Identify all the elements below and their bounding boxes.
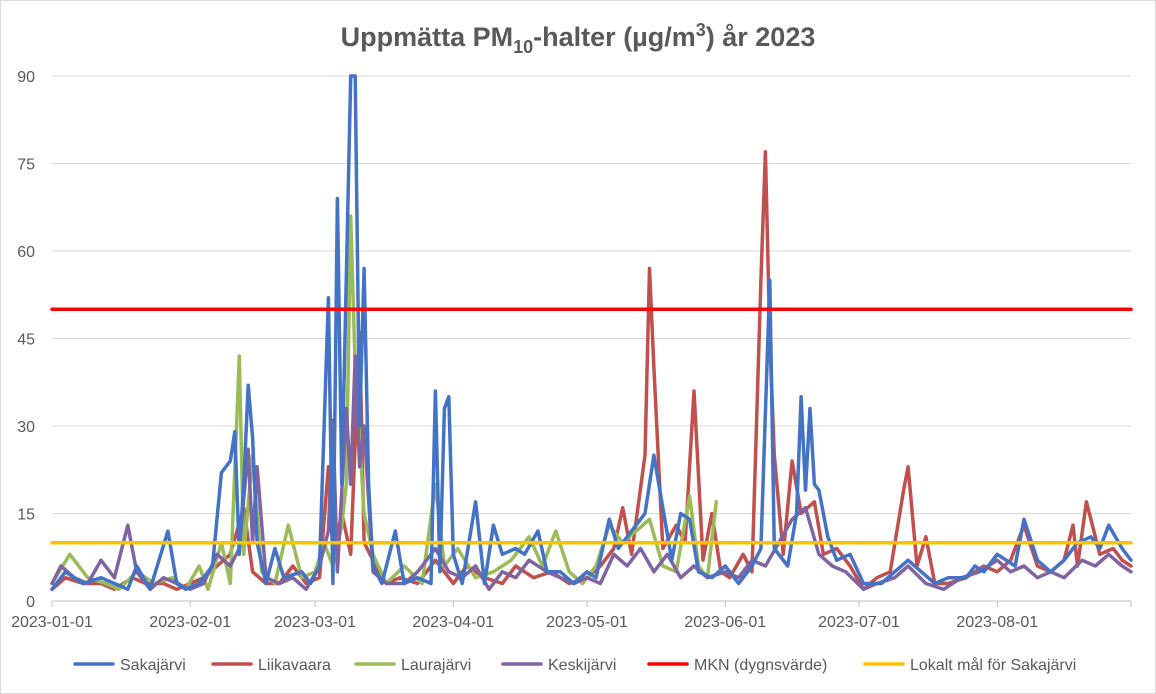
x-tick-label: 2023-03-01 xyxy=(274,614,356,631)
x-tick-label: 2023-07-01 xyxy=(818,614,900,631)
legend-label-lokalt-mal-for-sakajarvi: Lokalt mål för Sakajärvi xyxy=(910,656,1076,674)
series-line-liikavaara xyxy=(50,150,1133,592)
x-tick-label: 2023-08-01 xyxy=(956,614,1038,631)
x-tick-label: 2023-01-01 xyxy=(11,614,93,631)
y-tick-label: 90 xyxy=(17,69,35,86)
y-tick-label: 30 xyxy=(17,419,35,436)
y-tick-label: 60 xyxy=(17,244,35,261)
x-tick-label: 2023-06-01 xyxy=(684,614,766,631)
y-tick-label: 15 xyxy=(17,507,35,524)
x-tick-label: 2023-05-01 xyxy=(546,614,628,631)
y-tick-label: 45 xyxy=(17,332,35,349)
legend-label-keskijarvi: Keskijärvi xyxy=(548,657,616,674)
y-tick-label: 75 xyxy=(17,157,35,174)
legend-label-mkn-dygnsvarde: MKN (dygnsvärde) xyxy=(694,657,827,674)
x-tick-label: 2023-04-01 xyxy=(412,614,494,631)
y-tick-label: 0 xyxy=(26,594,35,611)
legend-label-laurajarvi: Laurajärvi xyxy=(401,657,471,674)
series-line-sakajarvi xyxy=(50,74,1133,592)
x-tick-label: 2023-02-01 xyxy=(149,614,231,631)
legend-label-sakajarvi: Sakajärvi xyxy=(120,657,186,674)
series-lines xyxy=(50,74,1133,592)
axes: 0 15 30 45 60 75 90 2023-01-01 2023-02-01 2023-03… xyxy=(11,69,1132,631)
series-line-keskijarvi xyxy=(50,354,1133,592)
chart-title: Uppmätta PM10-halter (µg/m3) år 2023 xyxy=(341,20,816,57)
legend: Sakajärvi Liikavaara Laurajärvi Keskijärvi M… xyxy=(73,656,1076,674)
legend-label-liikavaara: Liikavaara xyxy=(258,657,331,674)
